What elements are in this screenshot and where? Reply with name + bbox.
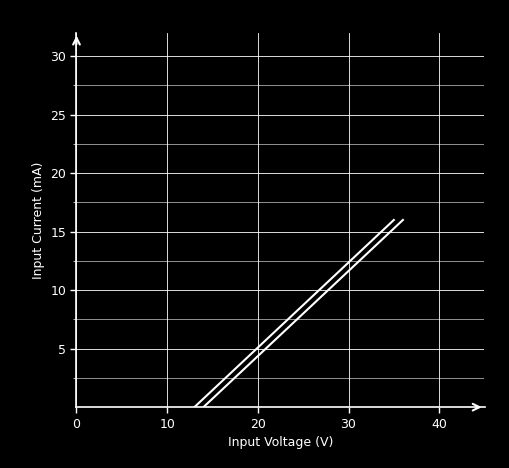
X-axis label: Input Voltage (V): Input Voltage (V) (228, 436, 332, 449)
Y-axis label: Input Current (mA): Input Current (mA) (32, 161, 45, 278)
